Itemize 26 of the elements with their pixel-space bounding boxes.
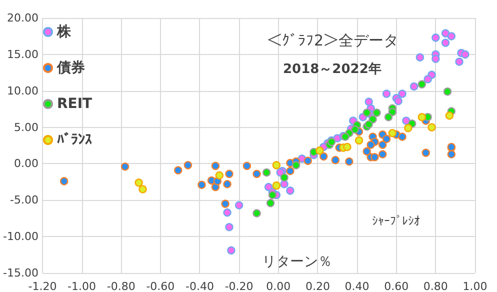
y-tick-label: 0.00 [14,157,38,170]
y-tick-label: -15.00 [2,266,38,280]
x-tick-label: 0.80 [423,280,448,292]
x-tick-label: 0.40 [344,280,370,292]
y-tick-label: 20.00 [6,12,38,24]
text: ＜ｸﾞﾗﾌ2＞全データ [267,32,399,50]
x-tick-label: -1.00 [68,280,96,292]
x-tick-label: 1.00 [462,280,488,292]
y-tick-label: -5.00 [10,194,38,207]
y-tick-label: -10.00 [2,230,38,244]
x-tick-label: -0.40 [186,280,214,292]
legend-label: 債券 [56,60,85,76]
legend-label: 株 [56,24,72,40]
x-tick-label: 0.00 [266,280,291,292]
x-tick-label: 0.20 [305,280,330,292]
x-tick-label: -0.20 [224,280,254,292]
y-tick-label: 15.00 [6,48,38,61]
y-tick-label: 10.00 [6,84,38,98]
x-tick-label: 0.60 [384,280,409,292]
legend-label: ﾊﾞﾗﾝｽ [57,132,92,148]
x-tick-label: -1.20 [28,280,57,292]
x-tick-label: -0.60 [146,280,175,292]
y-tick-label: 5.00 [14,120,38,134]
legend-label: REIT [57,96,93,112]
x-tick-label: -0.80 [106,280,136,292]
text: 2018～2022年 [283,62,382,77]
